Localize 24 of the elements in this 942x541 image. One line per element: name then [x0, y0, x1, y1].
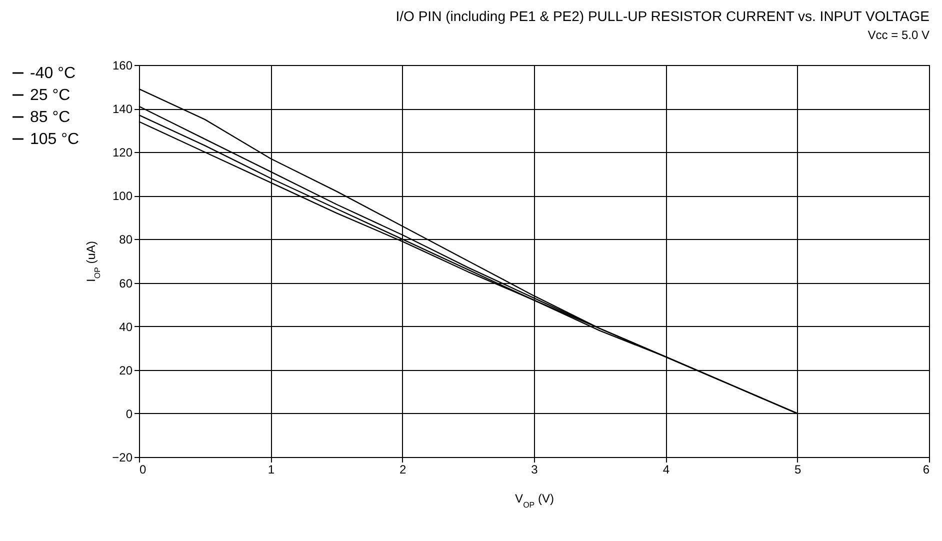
y-tick-label: −20 [112, 450, 133, 464]
y-tick-label: 60 [119, 276, 133, 290]
y-tick-label: 0 [126, 406, 133, 421]
chart-title: I/O PIN (including PE1 & PE2) PULL-UP RESISTOR CURRENT vs. INPUT VOLTAGE [396, 8, 930, 24]
x-tick-label: 4 [662, 462, 670, 476]
x-tick-label: 5 [794, 462, 802, 476]
x-axis-title: V$_{OP}$ (V) [515, 492, 554, 509]
x-tick-label: 3 [531, 462, 538, 476]
chart-subtitle: Vcc = 5.0 V [868, 28, 930, 42]
y-tick-label: 80 [119, 232, 133, 247]
x-tick-label: 0 [140, 462, 146, 476]
legend-label: 25 °C [30, 87, 70, 104]
y-tick-label: 100 [112, 189, 133, 204]
legend-label: 85 °C [30, 109, 70, 126]
y-tick-label: 140 [112, 102, 133, 116]
x-tick-label: 6 [922, 462, 930, 476]
x-tick-label: 2 [399, 462, 406, 476]
y-tick-label: 40 [119, 320, 133, 334]
x-tick-label: 1 [268, 462, 275, 476]
y-tick-label: 20 [119, 363, 133, 378]
y-tick-label: 160 [112, 58, 133, 72]
legend-label: -40 °C [30, 65, 76, 82]
y-tick-label: 120 [112, 146, 133, 160]
legend-label: 105 °C [30, 131, 80, 148]
